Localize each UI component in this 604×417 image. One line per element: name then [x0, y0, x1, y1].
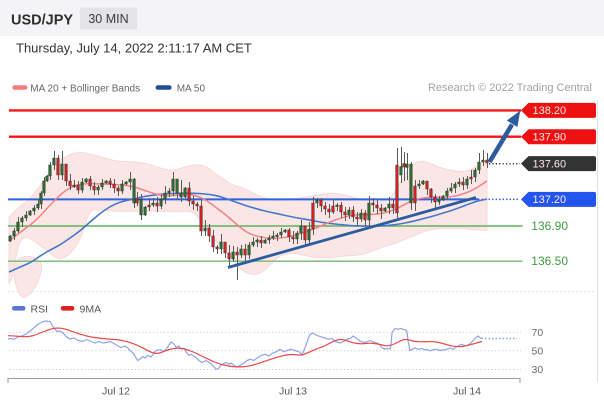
svg-text:136.90: 136.90 [531, 219, 568, 233]
svg-text:137.60: 137.60 [533, 158, 567, 170]
svg-text:USD/JPY: USD/JPY [11, 13, 73, 29]
svg-text:30: 30 [532, 364, 544, 376]
svg-text:30 MIN: 30 MIN [88, 12, 128, 26]
svg-text:138.20: 138.20 [533, 105, 567, 117]
svg-text:50: 50 [532, 345, 544, 357]
svg-text:137.90: 137.90 [533, 131, 567, 143]
svg-text:137.20: 137.20 [533, 194, 567, 206]
svg-text:Jul 12: Jul 12 [102, 386, 130, 398]
svg-text:136.50: 136.50 [531, 254, 568, 268]
svg-text:RSI: RSI [31, 303, 49, 315]
svg-text:Thursday, July 14, 2022 2:11:1: Thursday, July 14, 2022 2:11:17 AM CET [16, 41, 252, 56]
svg-text:Jul 14: Jul 14 [453, 386, 481, 398]
svg-text:Research © 2022 Trading Centra: Research © 2022 Trading Central [428, 82, 592, 94]
svg-text:MA 20 + Bollinger Bands: MA 20 + Bollinger Bands [30, 84, 140, 95]
svg-text:MA 50: MA 50 [177, 84, 206, 95]
svg-text:9MA: 9MA [80, 303, 102, 315]
svg-text:70: 70 [532, 327, 544, 339]
svg-text:Jul 13: Jul 13 [279, 386, 307, 398]
